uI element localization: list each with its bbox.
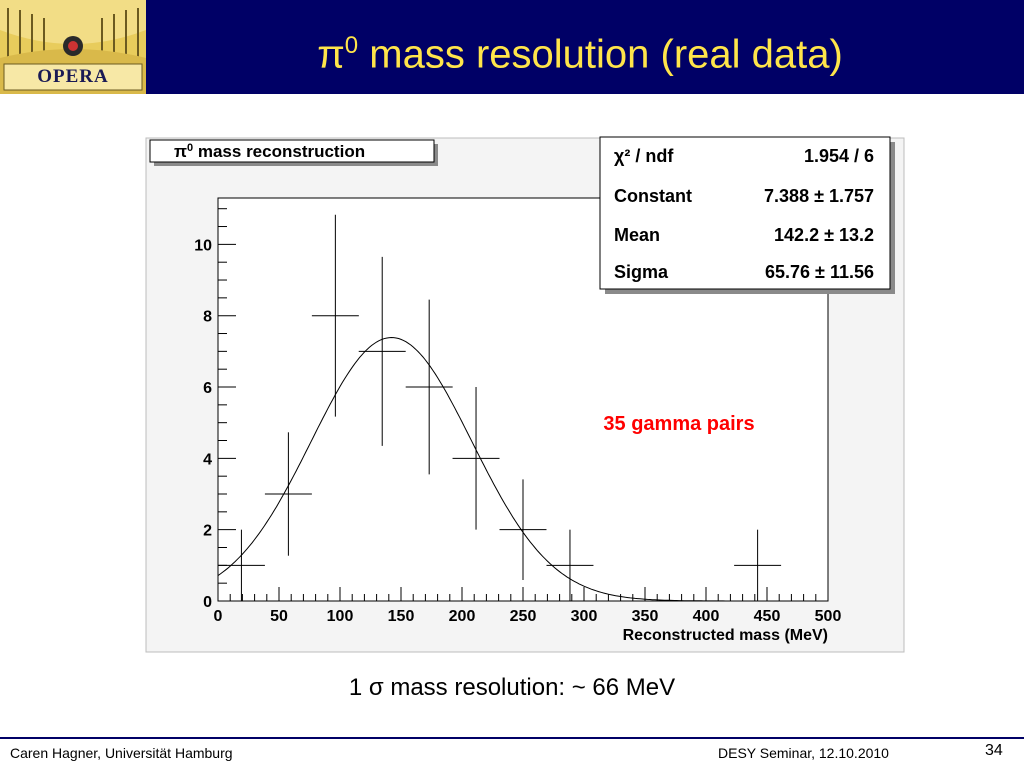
stats-label: Mean bbox=[614, 225, 660, 245]
stats-label: χ² / ndf bbox=[614, 146, 674, 166]
stats-table: χ² / ndf 1.954 / 6 Constant 7.388 ± 1.757 Me… bbox=[614, 146, 874, 282]
x-tick-label: 200 bbox=[449, 608, 476, 625]
gaussian-fit-curve bbox=[217, 336, 828, 602]
x-tick-label: 400 bbox=[693, 608, 720, 625]
data-points bbox=[217, 214, 782, 601]
chart-panel: 0 2 4 6 8 10 0 50 100 150 200 250 300 350 400 450 500 π… bbox=[144, 136, 906, 654]
stats-value: 65.76 ± 11.56 bbox=[765, 262, 874, 282]
x-tick-label: 150 bbox=[388, 608, 415, 625]
title-superscript: 0 bbox=[344, 32, 359, 59]
data-point bbox=[311, 214, 359, 417]
data-point bbox=[546, 529, 594, 601]
y-tick-label: 0 bbox=[203, 594, 212, 611]
chart-title-box bbox=[149, 139, 435, 163]
caption-sigma-symbol: σ bbox=[368, 674, 384, 701]
x-tick-label: 300 bbox=[571, 608, 598, 625]
title-pi-symbol: π bbox=[317, 32, 345, 77]
opera-logo: OPERA bbox=[0, 0, 146, 94]
y-axis: 0 2 4 6 8 10 bbox=[194, 208, 236, 611]
logo-graphic bbox=[0, 0, 146, 94]
chart-title-text: mass reconstruction bbox=[193, 142, 365, 161]
data-point bbox=[217, 529, 265, 601]
x-tick-label: 450 bbox=[754, 608, 781, 625]
stats-box bbox=[599, 136, 891, 290]
data-point bbox=[734, 529, 782, 601]
chart-title: π0 mass reconstruction bbox=[174, 142, 365, 161]
footer-divider bbox=[0, 737, 1024, 739]
chart-title-symbol: π bbox=[174, 142, 187, 161]
y-tick-label: 4 bbox=[203, 451, 212, 468]
x-tick-label: 0 bbox=[214, 608, 223, 625]
stats-value: 142.2 ± 13.2 bbox=[774, 225, 874, 245]
y-tick-label: 8 bbox=[203, 309, 212, 326]
x-axis-label: Reconstructed mass (MeV) bbox=[623, 627, 828, 644]
x-tick-label: 500 bbox=[815, 608, 842, 625]
x-tick-label: 50 bbox=[270, 608, 288, 625]
x-tick-label: 100 bbox=[327, 608, 354, 625]
logo-text: OPERA bbox=[37, 66, 109, 87]
footer-author: Caren Hagner, Universität Hamburg bbox=[10, 745, 233, 761]
stats-value: 7.388 ± 1.757 bbox=[764, 186, 874, 206]
chart-svg: 0 2 4 6 8 10 0 50 100 150 200 250 300 350 400 450 500 π… bbox=[144, 136, 906, 654]
data-point bbox=[452, 387, 500, 530]
y-tick-label: 10 bbox=[194, 237, 212, 254]
stats-label: Sigma bbox=[614, 262, 669, 282]
data-point bbox=[264, 432, 312, 556]
x-tick-label: 250 bbox=[510, 608, 537, 625]
stats-label: Constant bbox=[614, 186, 692, 206]
slide-caption: 1 σ mass resolution: ~ 66 MeV bbox=[0, 674, 1024, 702]
data-point bbox=[405, 299, 453, 475]
page-number: 34 bbox=[985, 742, 1003, 759]
y-tick-label: 2 bbox=[203, 523, 212, 540]
stats-value: 1.954 / 6 bbox=[804, 146, 874, 166]
gamma-pairs-annotation: 35 gamma pairs bbox=[603, 413, 754, 435]
header-bar: OPERA π0 mass resolution (real data) bbox=[0, 0, 1024, 94]
data-point bbox=[358, 256, 406, 446]
x-axis: 0 50 100 150 200 250 300 350 400 450 500 bbox=[214, 587, 842, 625]
caption-prefix: 1 bbox=[348, 674, 369, 701]
slide-title: π0 mass resolution (real data) bbox=[200, 22, 960, 78]
title-text: mass resolution (real data) bbox=[358, 32, 843, 77]
caption-text: mass resolution: ~ 66 MeV bbox=[383, 674, 676, 701]
x-tick-label: 350 bbox=[632, 608, 659, 625]
chart-title-sup: 0 bbox=[187, 142, 193, 154]
y-tick-label: 6 bbox=[203, 380, 212, 397]
footer-event: DESY Seminar, 12.10.2010 bbox=[718, 745, 889, 761]
data-point bbox=[499, 479, 547, 580]
